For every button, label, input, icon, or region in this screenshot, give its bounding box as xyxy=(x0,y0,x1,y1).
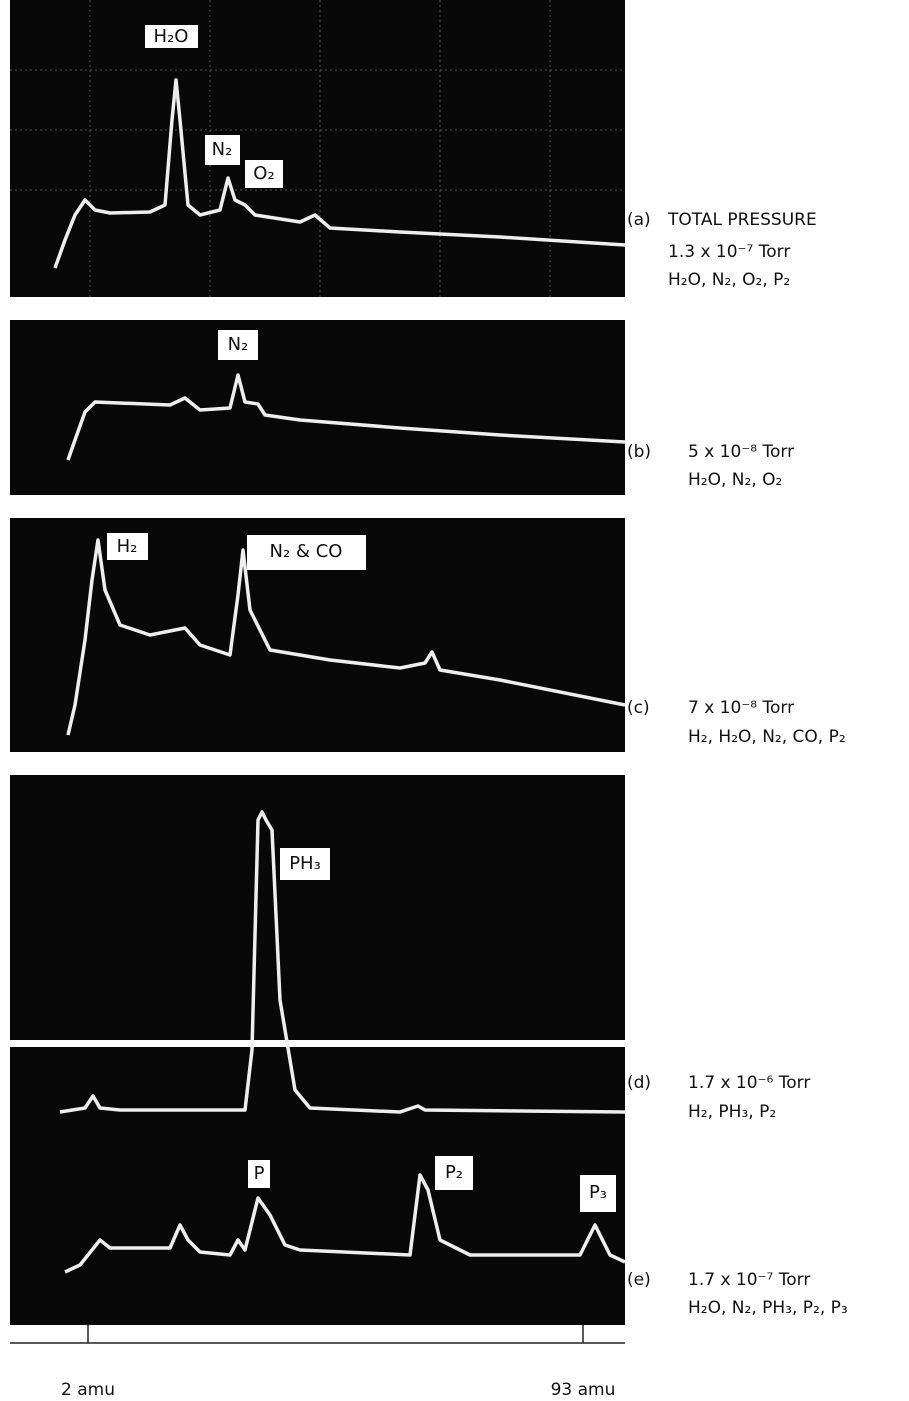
peak-label: N₂ & CO xyxy=(270,541,343,562)
pressure: 1.7 x 10⁻⁶ Torr xyxy=(688,1073,810,1093)
captions: (a) TOTAL PRESSURE 1.3 x 10⁻⁷ Torr H₂O, … xyxy=(627,210,848,1318)
screen xyxy=(10,775,625,1040)
peak-label: N₂ xyxy=(212,139,233,160)
peak-label: P₂ xyxy=(445,1162,463,1183)
trace xyxy=(66,373,626,461)
screen xyxy=(10,0,625,297)
gases: H₂O, N₂, O₂, P₂ xyxy=(668,270,790,290)
peak-label: H₂O xyxy=(154,26,189,47)
pressure: 1.3 x 10⁻⁷ Torr xyxy=(668,242,790,262)
gases: H₂O, N₂, O₂ xyxy=(688,470,782,490)
peak-label: PH₃ xyxy=(289,853,321,874)
screen xyxy=(10,320,625,495)
panel-label: (d) xyxy=(627,1073,651,1093)
axis-label: 93 amu xyxy=(551,1380,616,1400)
pressure: 7 x 10⁻⁸ Torr xyxy=(688,698,794,718)
gases: H₂O, N₂, PH₃, P₂, P₃ xyxy=(688,1298,848,1318)
trace xyxy=(53,78,626,269)
trace xyxy=(64,1173,626,1274)
panel-label: (e) xyxy=(627,1270,651,1290)
trace xyxy=(66,538,626,736)
mass-axis: 2 amu 93 amu xyxy=(10,1325,625,1400)
gases: H₂, H₂O, N₂, CO, P₂ xyxy=(688,727,846,747)
axis-label: 2 amu xyxy=(61,1380,115,1400)
trace xyxy=(59,810,626,1114)
panel-label: (a) xyxy=(627,210,651,230)
peak-labels: H₂O N₂ O₂ N₂ H₂ N₂ & CO PH₃ P P₂ P₃ xyxy=(107,25,616,1212)
peak-label: P₃ xyxy=(589,1182,607,1203)
peak-label: H₂ xyxy=(117,536,138,557)
peak-label: P xyxy=(254,1163,265,1184)
gases: H₂, PH₃, P₂ xyxy=(688,1102,776,1122)
pressure: 5 x 10⁻⁸ Torr xyxy=(688,442,794,462)
panel-label: (c) xyxy=(627,698,650,718)
peak-label: N₂ xyxy=(228,334,249,355)
panel-label: (b) xyxy=(627,442,651,462)
peak-label: O₂ xyxy=(253,163,274,184)
panel-title: TOTAL PRESSURE xyxy=(667,210,817,230)
pressure: 1.7 x 10⁻⁷ Torr xyxy=(688,1270,810,1290)
screen xyxy=(10,1047,625,1325)
